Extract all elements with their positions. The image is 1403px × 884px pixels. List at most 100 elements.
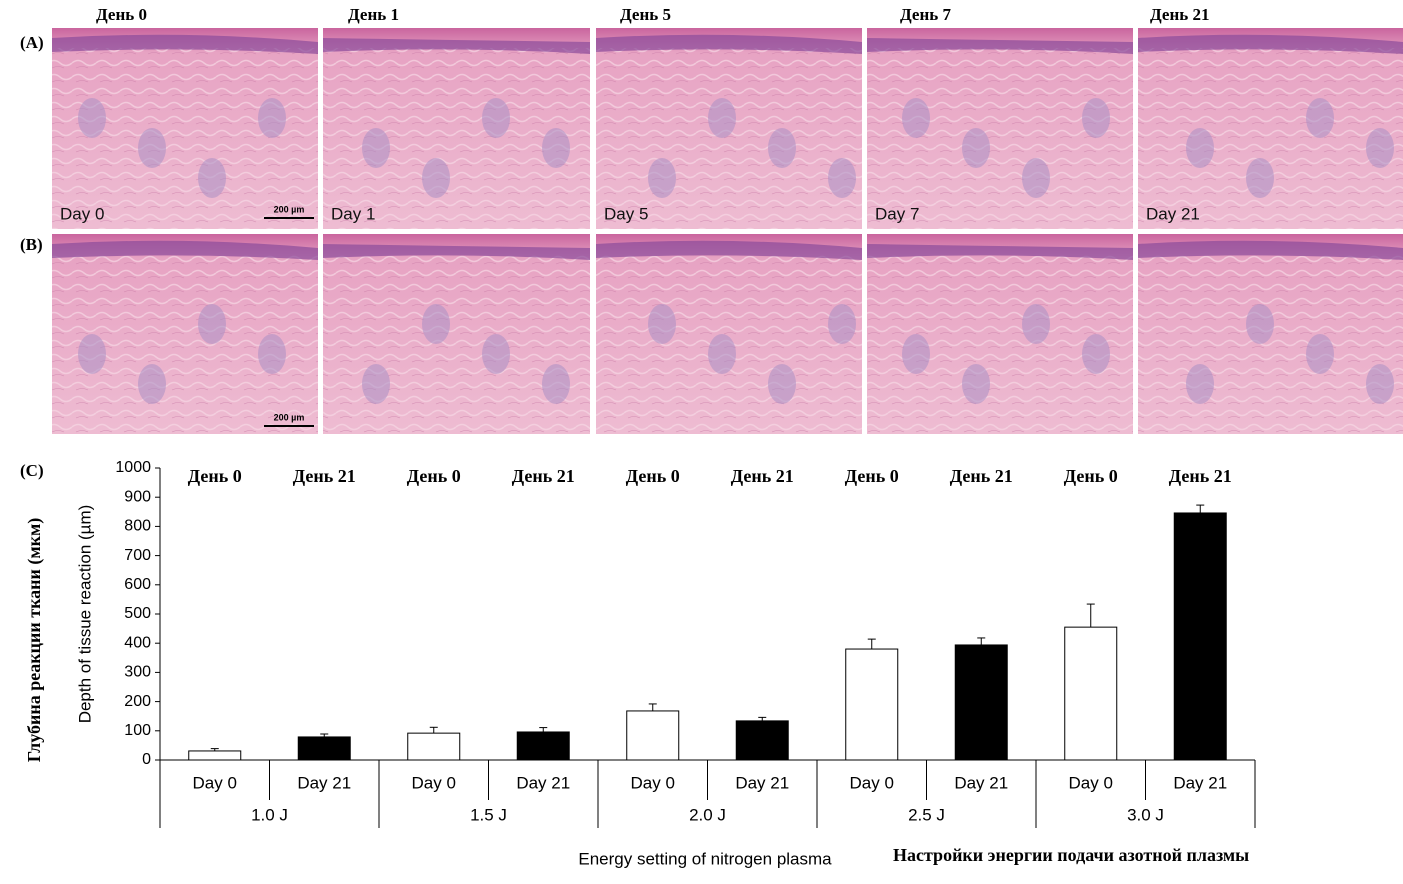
group-label: 2.5 J	[908, 805, 945, 824]
y-tick-label: 200	[124, 693, 151, 710]
follicle	[962, 364, 990, 404]
category-header: День 21	[950, 466, 1013, 486]
bar	[407, 732, 461, 761]
image-caption: Day 1	[331, 204, 375, 223]
follicle	[828, 304, 856, 344]
bar	[845, 648, 899, 761]
category-label: Day 21	[735, 773, 789, 792]
x-axis-title-translation: Настройки энергии подачи азотной плазмы	[893, 845, 1249, 865]
x-axis-title: Energy setting of nitrogen plasma	[578, 849, 832, 868]
y-tick-label: 100	[124, 722, 151, 739]
bar	[735, 720, 789, 761]
follicle	[198, 158, 226, 198]
y-tick-label: 700	[124, 547, 151, 564]
bar	[954, 644, 1008, 761]
group-label: 2.0 J	[689, 805, 726, 824]
follicle	[422, 304, 450, 344]
epidermis	[323, 244, 590, 260]
follicle	[828, 158, 856, 198]
follicle	[482, 98, 510, 138]
epidermis	[867, 244, 1133, 260]
follicle	[1366, 128, 1394, 168]
y-tick-label: 0	[142, 751, 151, 768]
tissue-texture	[596, 48, 862, 229]
image-caption: Day 0	[60, 204, 104, 223]
epidermis	[52, 240, 318, 260]
follicle	[1022, 158, 1050, 198]
category-label: Day 21	[954, 773, 1008, 792]
epidermis	[596, 34, 862, 54]
epidermis	[1138, 240, 1403, 260]
image-caption: Day 7	[875, 204, 919, 223]
category-header: День 21	[731, 466, 794, 486]
follicle	[422, 158, 450, 198]
y-tick-label: 600	[124, 576, 151, 593]
follicle	[362, 364, 390, 404]
follicle	[1246, 304, 1274, 344]
y-tick-label: 1000	[115, 459, 151, 476]
follicle	[902, 334, 930, 374]
y-tick-label: 400	[124, 634, 151, 651]
histology-images: День 0 День 1 День 5 День 7 День 21 Day 0 Day …	[52, 5, 1403, 434]
follicle	[362, 128, 390, 168]
bar	[516, 731, 570, 761]
follicle	[258, 334, 286, 374]
epidermis	[323, 38, 590, 54]
tissue-texture	[1138, 254, 1403, 434]
panel-label: (A)	[20, 33, 44, 52]
bar	[626, 710, 680, 761]
follicle	[1022, 304, 1050, 344]
follicle	[1246, 158, 1274, 198]
category-label: Day 0	[412, 773, 456, 792]
follicle	[1306, 98, 1334, 138]
group-label: 3.0 J	[1127, 805, 1164, 824]
follicle	[138, 364, 166, 404]
image-header: День 0	[96, 5, 147, 24]
category-label: Day 0	[1069, 773, 1113, 792]
bar	[297, 736, 351, 761]
group-label: 1.0 J	[251, 805, 288, 824]
bar	[188, 750, 242, 761]
category-header: День 0	[626, 466, 680, 486]
category-header: День 21	[512, 466, 575, 486]
category-label: Day 21	[297, 773, 351, 792]
category-label: Day 21	[1173, 773, 1227, 792]
follicle	[138, 128, 166, 168]
bar	[1173, 512, 1227, 761]
follicle	[902, 98, 930, 138]
follicle	[78, 334, 106, 374]
follicle	[1082, 334, 1110, 374]
category-label: Day 0	[193, 773, 237, 792]
category-header: День 21	[293, 466, 356, 486]
panel-label: (C)	[20, 461, 44, 480]
follicle	[542, 364, 570, 404]
follicle	[542, 128, 570, 168]
follicle	[708, 98, 736, 138]
category-label: Day 0	[631, 773, 675, 792]
category-label: Day 21	[516, 773, 570, 792]
follicle	[78, 98, 106, 138]
follicle	[482, 334, 510, 374]
category-header: День 0	[1064, 466, 1118, 486]
follicle	[258, 98, 286, 138]
epidermis	[867, 38, 1133, 54]
epidermis	[1138, 34, 1403, 54]
follicle	[1186, 128, 1214, 168]
panel-label: (B)	[20, 235, 43, 254]
follicle	[1366, 364, 1394, 404]
follicle	[648, 304, 676, 344]
y-tick-label: 900	[124, 488, 151, 505]
y-axis-title-translation: Глубина реакции ткани (мкм)	[24, 518, 45, 763]
category-label: Day 0	[850, 773, 894, 792]
scale-bar-label: 200 µm	[274, 412, 305, 422]
image-header: День 21	[1150, 5, 1209, 24]
follicle	[768, 128, 796, 168]
bar-chart: 0 100 200 300 400 500 600 700 800 900 1000 Day 0 Ден…	[24, 459, 1256, 868]
follicle	[962, 128, 990, 168]
follicle	[198, 304, 226, 344]
image-caption: Day 21	[1146, 204, 1200, 223]
y-axis-title: Depth of tissue reaction (µm)	[75, 505, 94, 724]
tissue-texture	[52, 48, 318, 229]
scale-bar-label: 200 µm	[274, 204, 305, 214]
